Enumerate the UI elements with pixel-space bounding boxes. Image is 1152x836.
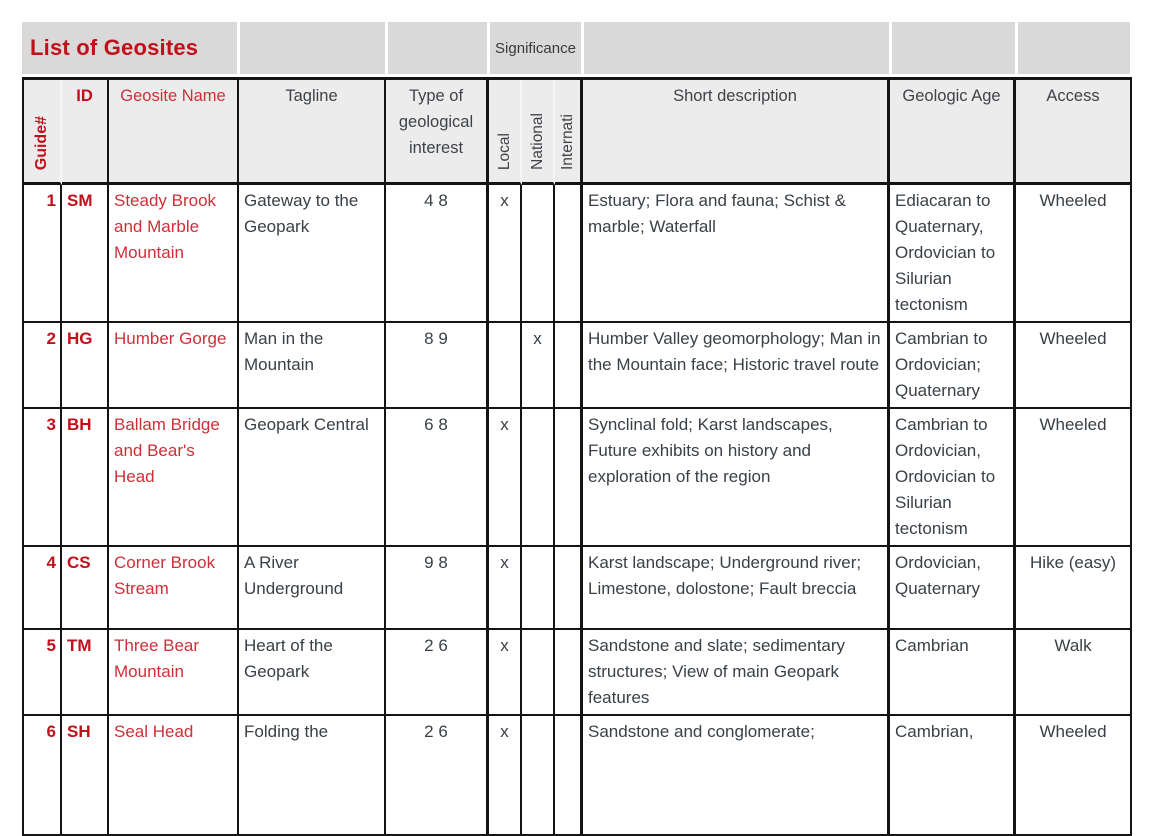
col-header-guide: Guide#: [24, 80, 62, 185]
cell-id: BH: [62, 409, 109, 547]
cell-tagline: A River Underground: [239, 547, 386, 630]
cell-access: Wheeled: [1016, 185, 1132, 323]
cell-international: [555, 630, 583, 716]
cell-id: HG: [62, 323, 109, 409]
cell-local: x: [489, 409, 522, 547]
cell-international: [555, 716, 583, 836]
cell-geosite-name: Ballam Bridge and Bear's Head: [109, 409, 239, 547]
cell-type: 2 6: [386, 716, 489, 836]
cell-guide: 4: [24, 547, 62, 630]
cell-geosite-name: Corner Brook Stream: [109, 547, 239, 630]
cell-geosite-name: Three Bear Mountain: [109, 630, 239, 716]
cell-id: SH: [62, 716, 109, 836]
cell-national: x: [522, 323, 555, 409]
cell-international: [555, 547, 583, 630]
cell-national: [522, 547, 555, 630]
band-cell-type: [388, 22, 487, 74]
cell-age: Cambrian,: [890, 716, 1016, 836]
cell-access: Hike (easy): [1016, 547, 1132, 630]
cell-description: Sandstone and conglomerate;: [583, 716, 890, 836]
col-header-id: ID: [62, 80, 109, 185]
col-header-international: Internati: [555, 80, 583, 185]
cell-local: x: [489, 716, 522, 836]
cell-description: Karst landscape; Underground river; Lime…: [583, 547, 890, 630]
geosites-table: Guide# ID Geosite Name Tagline Type of g…: [22, 77, 1132, 836]
cell-access: Wheeled: [1016, 323, 1132, 409]
cell-guide: 3: [24, 409, 62, 547]
cell-national: [522, 409, 555, 547]
cell-tagline: Geopark Central: [239, 409, 386, 547]
cell-international: [555, 409, 583, 547]
cell-national: [522, 630, 555, 716]
col-header-age: Geologic Age: [890, 80, 1016, 185]
cell-type: 9 8: [386, 547, 489, 630]
band-title-cell: List of Geosites: [22, 22, 237, 74]
cell-national: [522, 716, 555, 836]
cell-geosite-name: Seal Head: [109, 716, 239, 836]
cell-international: [555, 185, 583, 323]
col-header-tagline: Tagline: [239, 80, 386, 185]
band-cell-age: [892, 22, 1015, 74]
cell-description: Estuary; Flora and fauna; Schist & marbl…: [583, 185, 890, 323]
col-header-local: Local: [489, 80, 522, 185]
cell-guide: 5: [24, 630, 62, 716]
cell-geosite-name: Humber Gorge: [109, 323, 239, 409]
cell-national: [522, 185, 555, 323]
col-header-type: Type of geological interest: [386, 80, 489, 185]
cell-access: Wheeled: [1016, 409, 1132, 547]
cell-id: SM: [62, 185, 109, 323]
cell-age: Ordovician, Quaternary: [890, 547, 1016, 630]
cell-type: 6 8: [386, 409, 489, 547]
cell-age: Cambrian to Ordovician; Quaternary: [890, 323, 1016, 409]
cell-age: Cambrian: [890, 630, 1016, 716]
cell-type: 2 6: [386, 630, 489, 716]
cell-guide: 2: [24, 323, 62, 409]
band-cell-access: [1018, 22, 1130, 74]
cell-age: Cambrian to Ordovician, Ordovician to Si…: [890, 409, 1016, 547]
cell-geosite-name: Steady Brook and Marble Mountain: [109, 185, 239, 323]
cell-access: Wheeled: [1016, 716, 1132, 836]
cell-id: CS: [62, 547, 109, 630]
cell-guide: 1: [24, 185, 62, 323]
cell-local: [489, 323, 522, 409]
band-cell-tagline: [240, 22, 385, 74]
col-header-access: Access: [1016, 80, 1132, 185]
cell-id: TM: [62, 630, 109, 716]
cell-type: 8 9: [386, 323, 489, 409]
cell-age: Ediacaran to Quaternary, Ordovician to S…: [890, 185, 1016, 323]
cell-guide: 6: [24, 716, 62, 836]
col-header-description: Short description: [583, 80, 890, 185]
table-row: 6 SH Seal Head Folding the 2 6 x Sandsto…: [24, 716, 1132, 836]
cell-tagline: Gateway to the Geopark: [239, 185, 386, 323]
cell-type: 4 8: [386, 185, 489, 323]
header-row: Guide# ID Geosite Name Tagline Type of g…: [24, 80, 1132, 185]
table-row: 2 HG Humber Gorge Man in the Mountain 8 …: [24, 323, 1132, 409]
table-row: 3 BH Ballam Bridge and Bear's Head Geopa…: [24, 409, 1132, 547]
cell-tagline: Folding the: [239, 716, 386, 836]
cell-description: Humber Valley geomorphology; Man in the …: [583, 323, 890, 409]
col-header-national: National: [522, 80, 555, 185]
cell-tagline: Man in the Mountain: [239, 323, 386, 409]
cell-tagline: Heart of the Geopark: [239, 630, 386, 716]
top-band: List of Geosites Significance: [22, 22, 1132, 74]
cell-local: x: [489, 630, 522, 716]
page-title: List of Geosites: [30, 35, 199, 60]
cell-description: Synclinal fold; Karst landscapes, Future…: [583, 409, 890, 547]
band-significance-cell: Significance: [490, 22, 581, 74]
table-row: 4 CS Corner Brook Stream A River Undergr…: [24, 547, 1132, 630]
cell-local: x: [489, 185, 522, 323]
cell-local: x: [489, 547, 522, 630]
cell-access: Walk: [1016, 630, 1132, 716]
cell-description: Sandstone and slate; sedimentary structu…: [583, 630, 890, 716]
geosites-document: List of Geosites Significance Guide# ID …: [22, 22, 1132, 836]
table-row: 1 SM Steady Brook and Marble Mountain Ga…: [24, 185, 1132, 323]
cell-international: [555, 323, 583, 409]
significance-label: Significance: [495, 39, 576, 57]
band-cell-description: [584, 22, 889, 74]
col-header-geosite-name: Geosite Name: [109, 80, 239, 185]
table-row: 5 TM Three Bear Mountain Heart of the Ge…: [24, 630, 1132, 716]
